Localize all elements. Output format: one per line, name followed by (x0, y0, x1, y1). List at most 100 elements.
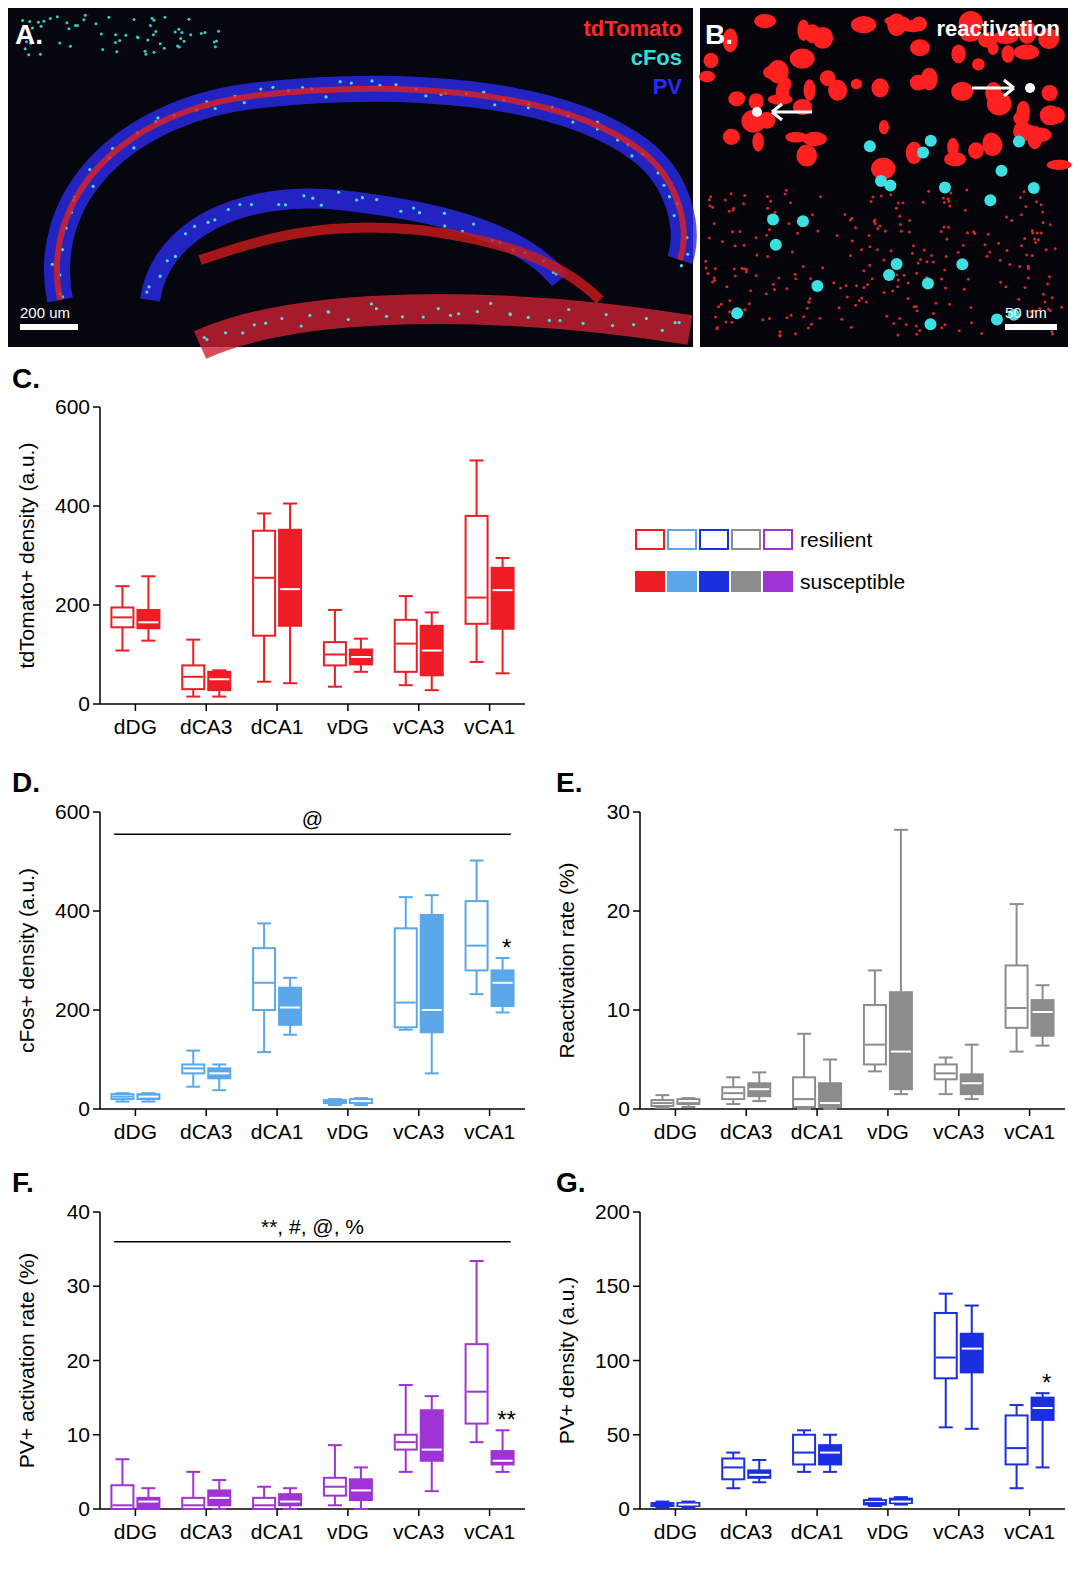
cell-blob (723, 129, 740, 145)
cell-dot (449, 314, 452, 317)
box (253, 1487, 275, 1509)
box (466, 460, 488, 661)
fiber-dot (912, 244, 915, 247)
image-background (8, 8, 693, 347)
fiber-dot (948, 200, 951, 203)
fiber-dot (779, 334, 782, 337)
fiber-dot (882, 258, 885, 261)
fiber-dot (832, 281, 835, 284)
median (280, 1501, 300, 1503)
y-tick (633, 1434, 640, 1436)
cell-dot (509, 313, 512, 316)
box (819, 1060, 841, 1110)
fiber-dot (922, 201, 925, 204)
box-body (182, 1064, 204, 1073)
y-tick-label: 0 (618, 1097, 630, 1120)
x-tick-label: dDG (654, 1520, 697, 1543)
whisker-cap (328, 1444, 342, 1446)
box-body (421, 626, 443, 676)
fiber-dot (898, 215, 901, 218)
cell-blob (910, 39, 930, 56)
fiber-dot (836, 234, 839, 237)
fiber-dot (895, 273, 898, 276)
y-axis (99, 812, 101, 1109)
cell-blob (767, 60, 788, 83)
fiber-dot (860, 296, 863, 299)
box (1032, 985, 1054, 1045)
whisker-cap (868, 969, 882, 971)
fiber-dot (883, 291, 886, 294)
median (254, 577, 274, 579)
fiber-dot (878, 224, 881, 227)
whisker-cap (141, 575, 155, 577)
significance-mark: * (502, 934, 511, 961)
box-body (324, 642, 346, 665)
cell-dot (558, 319, 561, 322)
median (209, 1497, 229, 1499)
cell-dot (259, 87, 262, 90)
box-body (466, 1344, 488, 1423)
median (678, 1100, 698, 1102)
cell-blob (947, 138, 959, 157)
box (208, 670, 230, 696)
fiber-dot (769, 200, 772, 203)
box (864, 1499, 886, 1506)
cell-blob (911, 16, 927, 31)
cell-blob (896, 17, 911, 31)
legend-swatch (700, 530, 728, 549)
whisker-cap (726, 1487, 740, 1489)
box-body (748, 1083, 770, 1096)
fiber-dot (925, 260, 928, 263)
whisker-cap (354, 671, 368, 673)
median (209, 1072, 229, 1074)
box (722, 1453, 744, 1489)
median (325, 1486, 345, 1488)
fiber-dot (765, 292, 768, 295)
fiber-dot (874, 222, 877, 225)
fiber-dot (755, 274, 758, 277)
whisker-upper (502, 558, 504, 568)
cell-blob (921, 68, 938, 91)
box-body (677, 1503, 699, 1506)
cell-dot (493, 103, 496, 106)
y-tick (93, 505, 100, 507)
fiber-dot (768, 317, 771, 320)
cell-dot (65, 21, 68, 24)
x-tick (489, 1109, 491, 1116)
fiber-dot (818, 317, 821, 320)
cfos-cell (864, 140, 876, 152)
fiber-dot (849, 254, 852, 257)
median (254, 1504, 274, 1506)
box-body (208, 672, 230, 690)
box-body (793, 1435, 815, 1465)
whisker-upper (289, 504, 291, 530)
whisker-cap (328, 686, 342, 688)
significance-bracket (114, 834, 511, 836)
median (351, 1489, 371, 1491)
cell-dot (183, 40, 186, 43)
box (137, 1488, 159, 1509)
marks (651, 830, 1053, 1109)
whisker-cap (823, 1059, 837, 1061)
cell-dot (472, 223, 475, 226)
fiber-dot (917, 261, 920, 264)
cell-dot (88, 168, 91, 171)
cell-blob (754, 14, 776, 28)
x-axis (100, 1508, 525, 1510)
whisker-lower (1016, 1028, 1018, 1052)
x-tick (418, 1509, 420, 1516)
fiber-dot (855, 284, 858, 287)
whisker-lower (803, 1464, 805, 1471)
x-tick-label: dCA3 (720, 1120, 773, 1143)
reactivated-cell (1025, 83, 1035, 93)
fiber-dot (851, 240, 854, 243)
channel-label: tdTomato (583, 16, 682, 41)
cell-dot (347, 318, 350, 321)
fiber-dot (918, 329, 921, 332)
panel-label: C. (12, 363, 40, 394)
cell-dot (253, 323, 256, 326)
fiber-dot (868, 245, 871, 248)
x-tick (1029, 1509, 1031, 1516)
x-tick-label: vCA1 (464, 1120, 515, 1143)
fiber-dot (873, 218, 876, 221)
